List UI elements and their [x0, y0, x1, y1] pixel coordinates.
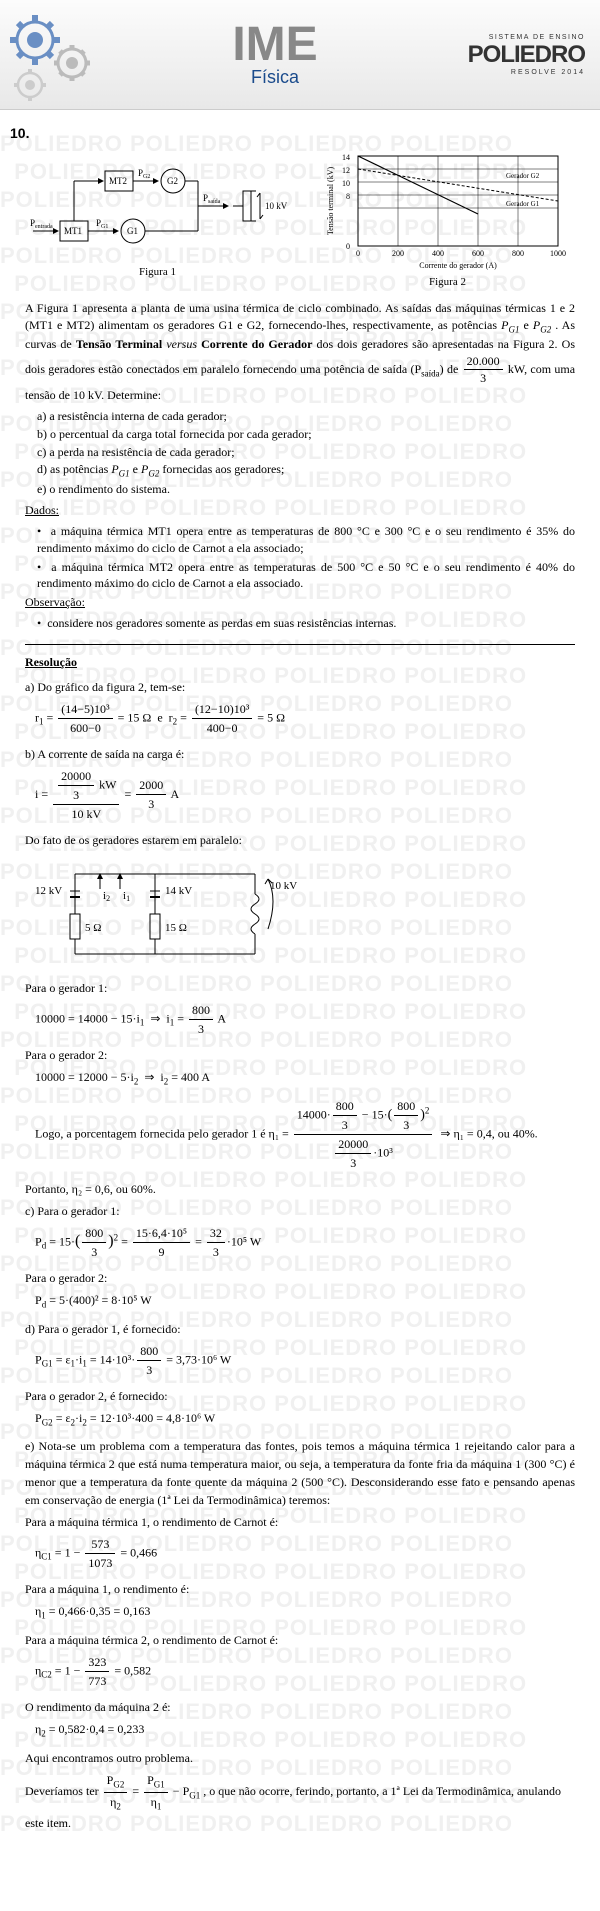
- svg-text:MT1: MT1: [64, 226, 82, 236]
- item-a: a) a resistência interna de cada gerador…: [37, 408, 575, 425]
- sol-e-m1-eq: η1 = 0,466·0,35 = 0,163: [35, 1602, 575, 1623]
- item-c: c) a perda na resistência de cada gerado…: [37, 444, 575, 461]
- sol-b-g2-eq: 10000 = 12000 − 5·i2 ⇒ i2 = 400 A: [35, 1068, 575, 1089]
- svg-text:Gerador G2: Gerador G2: [506, 172, 540, 180]
- sol-e-prob: Aqui encontramos outro problema.: [25, 1749, 575, 1767]
- svg-text:G2: G2: [167, 176, 178, 186]
- svg-text:200: 200: [392, 249, 404, 258]
- sol-e-m2-eq: η2 = 0,582·0,4 = 0,233: [35, 1720, 575, 1741]
- svg-text:Tensão terminal (kV): Tensão terminal (kV): [326, 167, 335, 236]
- sol-d-g2: Para o gerador 2, é fornecido:: [25, 1387, 575, 1405]
- parallel-circuit: 12 kV 5 Ω i2 i1 14 kV 15 Ω 10 kV: [25, 859, 575, 969]
- sol-c-eq2: Pd = 5·(400)² = 8·10⁵ W: [35, 1291, 575, 1312]
- sol-e-m2-head: O rendimento da máquina 2 é:: [25, 1698, 575, 1716]
- svg-text:G1: G1: [127, 226, 138, 236]
- obs-1: • considere nos geradores somente as per…: [37, 615, 575, 632]
- logo: SISTEMA DE ENSINO POLIEDRO RESOLVE 2014: [430, 34, 600, 76]
- svg-text:8: 8: [346, 192, 350, 201]
- sol-b-portanto: Portanto, η₂ = 0,6, ou 60%.: [25, 1180, 575, 1198]
- page-header: IME Física SISTEMA DE ENSINO POLIEDRO RE…: [0, 0, 600, 110]
- svg-text:PG1: PG1: [96, 218, 108, 230]
- sol-d-head: d) Para o gerador 1, é fornecido:: [25, 1320, 575, 1338]
- solution-body: a) Do gráfico da figura 2, tem-se: r1 = …: [25, 678, 575, 1832]
- svg-text:Gerador G1: Gerador G1: [506, 200, 540, 208]
- divider: [25, 644, 575, 645]
- svg-text:1000: 1000: [550, 249, 566, 258]
- dado-2: • a máquina térmica MT2 opera entre as t…: [37, 559, 575, 593]
- sol-a-head: a) Do gráfico da figura 2, tem-se:: [25, 678, 575, 696]
- svg-text:i2: i2: [103, 890, 110, 903]
- svg-text:10 kV: 10 kV: [265, 201, 288, 211]
- svg-text:400: 400: [432, 249, 444, 258]
- item-e: e) o rendimento do sistema.: [37, 481, 575, 498]
- question-items: a) a resistência interna de cada gerador…: [37, 408, 575, 498]
- logo-top: SISTEMA DE ENSINO: [430, 34, 585, 41]
- sol-d-eq2: PG2 = ε2·i2 = 12·10³·400 = 4,8·10⁶ W: [35, 1409, 575, 1430]
- figure-2: Gerador G2 Gerador G1 14 12 10 8 0 0 200 400 60…: [323, 151, 573, 288]
- sol-e-c2-head: Para a máquina térmica 2, o rendimento d…: [25, 1631, 575, 1649]
- sol-b-head: b) A corrente de saída na carga é:: [25, 745, 575, 763]
- svg-text:10 kV: 10 kV: [270, 880, 297, 892]
- fig1-caption: Figura 1: [28, 266, 288, 278]
- title-area: IME Física: [120, 21, 430, 88]
- sol-b-eta: Logo, a porcentagem fornecida pelo gerad…: [35, 1097, 575, 1172]
- item-b: b) o percentual da carga total fornecida…: [37, 426, 575, 443]
- sol-b-g2-head: Para o gerador 2:: [25, 1046, 575, 1064]
- figure-1: Pentrada MT1 PG1 G1 MT2 PG2 G2 Psaída 10…: [28, 151, 288, 288]
- item-d: d) as potências PG1 e PG2 fornecidas aos…: [37, 461, 575, 480]
- svg-text:12 kV: 12 kV: [35, 885, 62, 897]
- svg-text:5 Ω: 5 Ω: [85, 922, 101, 934]
- fig2-caption: Figura 2: [323, 276, 573, 288]
- svg-text:Corrente do gerador (A): Corrente do gerador (A): [419, 261, 497, 270]
- obs-label: Observação:: [25, 594, 575, 611]
- svg-text:15 Ω: 15 Ω: [165, 922, 187, 934]
- svg-text:i1: i1: [123, 890, 130, 903]
- sol-e-head: e) Nota-se um problema com a temperatura…: [25, 1437, 575, 1509]
- svg-text:0: 0: [346, 242, 350, 251]
- dados-label: Dados:: [25, 502, 575, 519]
- logo-main: POLIEDRO: [430, 41, 585, 69]
- sol-d-eq1: PG1 = ε1·i1 = 14·10³·8003 = 3,73·10⁶ W: [35, 1342, 575, 1379]
- svg-text:14: 14: [342, 153, 350, 162]
- svg-text:600: 600: [472, 249, 484, 258]
- svg-text:MT2: MT2: [109, 176, 127, 186]
- sol-b-g1-eq: 10000 = 14000 − 15·i1 ⇒ i1 = 8003 A: [35, 1001, 575, 1038]
- sol-a-eq: r1 = (14−5)10³600−0 = 15 Ω e r2 = (12−10…: [35, 700, 575, 737]
- svg-text:14 kV: 14 kV: [165, 885, 192, 897]
- sol-e-c2-eq: ηC2 = 1 − 323773 = 0,582: [35, 1653, 575, 1690]
- svg-text:800: 800: [512, 249, 524, 258]
- sol-b-g1-head: Para o gerador 1:: [25, 979, 575, 997]
- figures-row: Pentrada MT1 PG1 G1 MT2 PG2 G2 Psaída 10…: [10, 151, 590, 288]
- sol-c-head: c) Para o gerador 1:: [25, 1202, 575, 1220]
- svg-text:Pentrada: Pentrada: [30, 218, 53, 230]
- header-subject: Física: [120, 67, 430, 88]
- logo-bottom: RESOLVE 2014: [430, 69, 585, 76]
- svg-text:10: 10: [342, 179, 350, 188]
- dado-1: • a máquina térmica MT1 opera entre as t…: [37, 523, 575, 557]
- svg-text:PG2: PG2: [138, 168, 150, 180]
- sol-e-c1-head: Para a máquina térmica 1, o rendimento d…: [25, 1513, 575, 1531]
- sol-c-eq1: Pd = 15·(8003)2 = 15·6,4·10⁵9 = 323·10⁵ …: [35, 1224, 575, 1261]
- sol-b-eq: i = 200003 kW10 kV = 20003 A: [35, 767, 575, 823]
- resolucao-heading: Resolução: [25, 655, 575, 670]
- question-number: 10.: [10, 125, 600, 141]
- sol-c-g2: Para o gerador 2:: [25, 1269, 575, 1287]
- problem-statement: A Figura 1 apresenta a planta de uma usi…: [25, 300, 575, 632]
- sol-b-note: Do fato de os geradores estarem em paral…: [25, 831, 575, 849]
- gear-decoration: [0, 5, 120, 105]
- sol-e-dev: Deveríamos ter PG2η2 = PG1η1 − PG1 , o q…: [25, 1771, 575, 1832]
- svg-text:Psaída: Psaída: [203, 193, 221, 205]
- sol-e-c1-eq: ηC1 = 1 − 5731073 = 0,466: [35, 1535, 575, 1572]
- svg-text:12: 12: [342, 166, 350, 175]
- svg-text:0: 0: [356, 249, 360, 258]
- sol-e-m1-head: Para a máquina 1, o rendimento é:: [25, 1580, 575, 1598]
- header-ime: IME: [120, 21, 430, 69]
